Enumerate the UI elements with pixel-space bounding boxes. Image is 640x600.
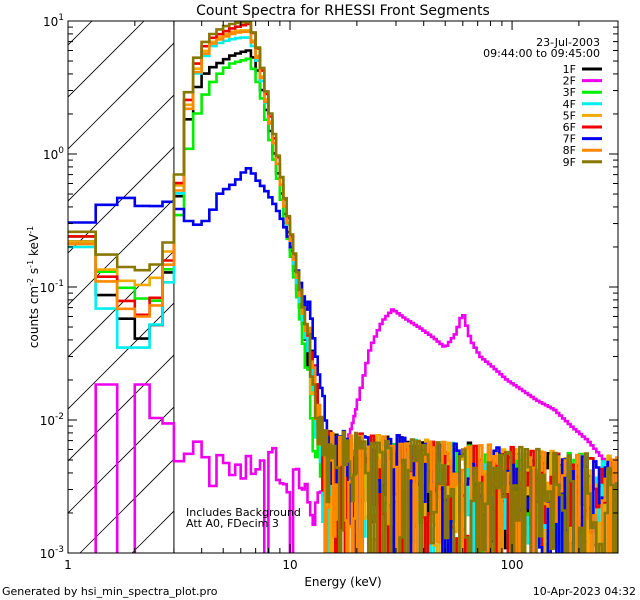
x-tick-label: 1: [64, 558, 72, 572]
axis-ticks: [67, 20, 619, 554]
annotation-background: Includes Background: [186, 506, 301, 519]
x-axis-label: Energy (keV): [304, 575, 381, 589]
series-line-9F: [68, 21, 618, 553]
time-range-label: 09:44:00 to 09:45:00: [483, 47, 600, 60]
series-layer: [68, 21, 618, 553]
legend-label: 5F: [563, 109, 576, 122]
y-axis-label-part: s: [27, 268, 41, 278]
y-axis-label-part: keV: [27, 233, 41, 260]
x-tick-labels: 1 10 100: [64, 558, 523, 572]
hatch-line: [0, 0, 104, 553]
y-axis-label-exp: -1: [26, 226, 35, 234]
y-axis-label-part: counts cm: [27, 286, 41, 348]
legend-label: 9F: [563, 156, 576, 169]
hatch-line: [68, 406, 174, 514]
hatch-line: [68, 42, 174, 150]
y-axis-label-exp: -2: [26, 278, 35, 286]
legend-label: 4F: [563, 98, 576, 111]
footer-date: 10-Apr-2023 04:32: [533, 585, 636, 598]
series-line-7F: [68, 167, 618, 553]
legend-label: 7F: [563, 133, 576, 146]
legend-label: 2F: [563, 75, 576, 88]
date-label: 23-Jul-2003: [536, 36, 600, 49]
hatch-line: [0, 0, 156, 553]
annotation-attenuator: Att A0, FDecim 3: [186, 517, 279, 530]
legend-label: 8F: [563, 144, 576, 157]
y-tick-label: 10-2: [40, 412, 64, 428]
x-tick-label: 100: [501, 558, 524, 572]
x-tick-label: 10: [282, 558, 297, 572]
y-tick-labels: 101 100 10-1 10-2 10-3: [40, 13, 65, 561]
y-tick-label: 10-1: [40, 279, 64, 295]
hatch-line: [68, 354, 174, 462]
footer-generated-by: Generated by hsi_min_spectra_plot.pro: [2, 585, 218, 598]
chart-title: Count Spectra for RHESSI Front Segments: [196, 3, 490, 19]
legend-label: 6F: [563, 121, 576, 134]
legend-label: 1F: [563, 63, 576, 76]
series-line-2F: [94, 308, 618, 553]
y-tick-label: 100: [43, 146, 64, 162]
y-tick-label: 101: [43, 13, 64, 29]
legend-label: 3F: [563, 86, 576, 99]
hatch-line: [0, 0, 52, 553]
y-axis-label-exp: -1: [26, 260, 35, 268]
y-tick-label: 10-3: [40, 545, 64, 561]
y-axis-label: counts cm-2 s-1 keV-1: [26, 226, 41, 348]
